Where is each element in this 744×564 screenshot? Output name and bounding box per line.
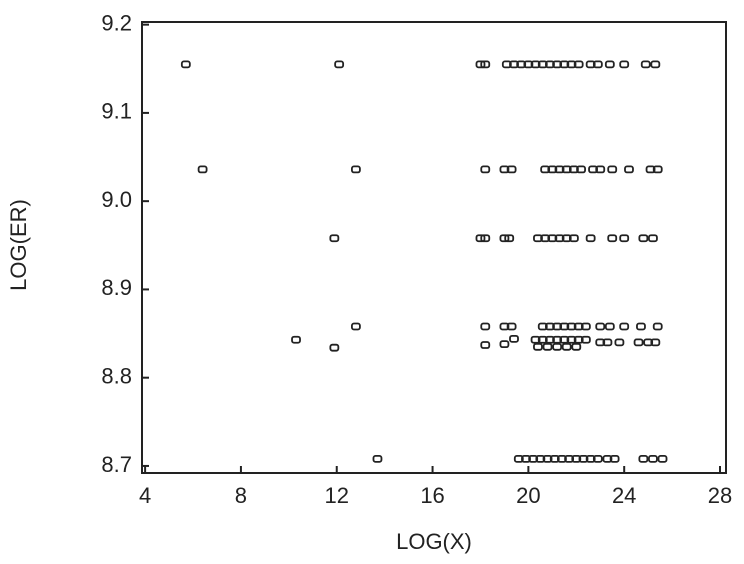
x-tick-label: 12 [325,483,349,508]
point [636,322,646,331]
plot-frame [141,21,727,474]
point [499,340,510,349]
point [624,165,634,174]
point [480,341,491,349]
point [568,234,579,243]
point [638,234,649,243]
point [499,234,510,243]
point [592,454,603,463]
point [609,454,620,463]
point [506,322,517,331]
point [329,234,340,243]
point [652,322,663,331]
point [334,60,345,69]
point [351,322,361,331]
point [604,60,615,69]
point [580,335,591,344]
point [509,334,519,343]
x-axis-label: LOG(X) [396,529,472,554]
point [480,322,491,331]
point [652,165,663,174]
x-tick-label: 24 [612,483,636,508]
point [619,322,630,331]
point [372,454,383,463]
y-axis-label: LOG(ER) [6,199,31,291]
point [542,342,553,351]
x-tick-label: 28 [708,483,732,508]
y-tick-label: 9.1 [101,99,132,124]
point [576,165,586,174]
x-tick-label: 4 [139,483,151,508]
point [506,165,517,174]
point [595,322,606,331]
y-tick-label: 8.7 [101,452,132,477]
point [180,60,191,69]
point [602,338,613,347]
point [480,60,491,69]
point [657,454,668,463]
point [607,234,618,243]
point [475,60,486,69]
point [197,165,208,174]
point [571,342,582,351]
point [595,165,606,174]
point [480,165,491,174]
point [573,60,584,69]
point [619,234,630,243]
point [552,342,563,351]
point [561,342,572,351]
point [650,338,661,347]
point [640,60,651,69]
y-tick-label: 8.9 [101,275,132,300]
point [329,343,340,352]
point [533,342,543,351]
x-tick-label: 8 [235,483,247,508]
point [291,335,301,344]
y-tick-label: 9.0 [101,187,132,212]
y-tick-label: 9.2 [101,10,132,35]
point [580,322,591,331]
point [351,165,361,174]
point [648,454,658,463]
point [650,60,661,69]
point [614,338,625,347]
point [480,234,491,243]
x-tick-label: 20 [516,483,540,508]
point [648,234,658,243]
point [504,234,515,243]
x-tick-label: 16 [420,483,444,508]
point [619,60,630,69]
point [585,234,596,243]
point [592,60,603,69]
point [607,165,618,174]
y-tick-label: 8.8 [101,363,132,388]
point [633,338,644,347]
point [638,454,649,463]
point [475,234,486,243]
point [604,322,615,331]
